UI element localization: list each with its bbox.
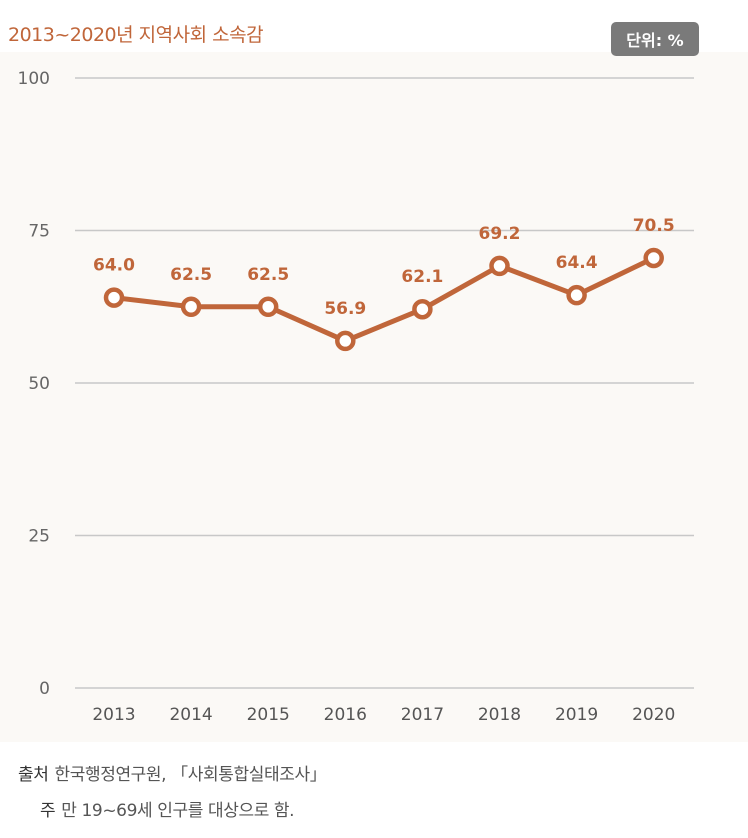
x-tick-label: 2017 [401, 705, 444, 725]
data-labels: 64.0 62.5 62.5 56.9 62.1 69.2 64.4 70.5 [93, 216, 675, 319]
footnote-text: 만 19~69세 인구를 대상으로 함. [61, 801, 295, 821]
data-label: 62.5 [247, 265, 289, 285]
data-point [335, 330, 356, 352]
y-tick-label: 25 [28, 527, 50, 547]
data-point [489, 255, 510, 277]
data-point [566, 284, 587, 306]
y-tick-label: 50 [28, 374, 50, 394]
source-note: 출처 한국행정연구원, 「사회통합실태조사」 [18, 760, 327, 785]
x-tick-label: 2015 [247, 705, 290, 725]
x-tick-label: 2014 [169, 705, 212, 725]
data-label: 62.1 [401, 267, 443, 287]
x-tick-label: 2016 [324, 705, 367, 725]
y-tick-label: 0 [39, 679, 50, 699]
chart-title: 2013~2020년 지역사회 소속감 [8, 24, 264, 46]
data-point [412, 298, 433, 320]
data-label: 56.9 [324, 299, 366, 319]
x-axis-ticks: 2013 2014 2015 2016 2017 2018 2019 2020 [92, 705, 675, 725]
data-label: 69.2 [479, 224, 521, 244]
y-tick-label: 75 [28, 222, 50, 242]
x-tick-label: 2019 [555, 705, 598, 725]
data-label: 64.0 [93, 256, 135, 276]
unit-badge: 단위: % [611, 22, 699, 56]
y-tick-label: 100 [18, 69, 50, 89]
series-line-path [113, 255, 655, 344]
data-point [257, 296, 279, 317]
data-point [103, 287, 125, 308]
y-axis-ticks: 0 25 50 75 100 [18, 69, 50, 699]
x-tick-label: 2020 [632, 705, 675, 725]
source-label: 출처 [18, 765, 49, 785]
x-tick-label: 2018 [478, 705, 521, 725]
series-points [103, 247, 664, 352]
footnote-label: 주 [40, 801, 56, 821]
grid-lines [75, 77, 694, 689]
chart-panel [0, 52, 748, 742]
data-label: 64.4 [556, 253, 598, 273]
data-point [180, 296, 202, 317]
source-text: 한국행정연구원, 「사회통합실태조사」 [54, 765, 327, 785]
x-tick-label: 2013 [92, 705, 135, 725]
data-label: 70.5 [633, 216, 675, 236]
data-label: 62.5 [170, 265, 212, 285]
data-point [643, 247, 664, 269]
series-line [113, 255, 655, 344]
